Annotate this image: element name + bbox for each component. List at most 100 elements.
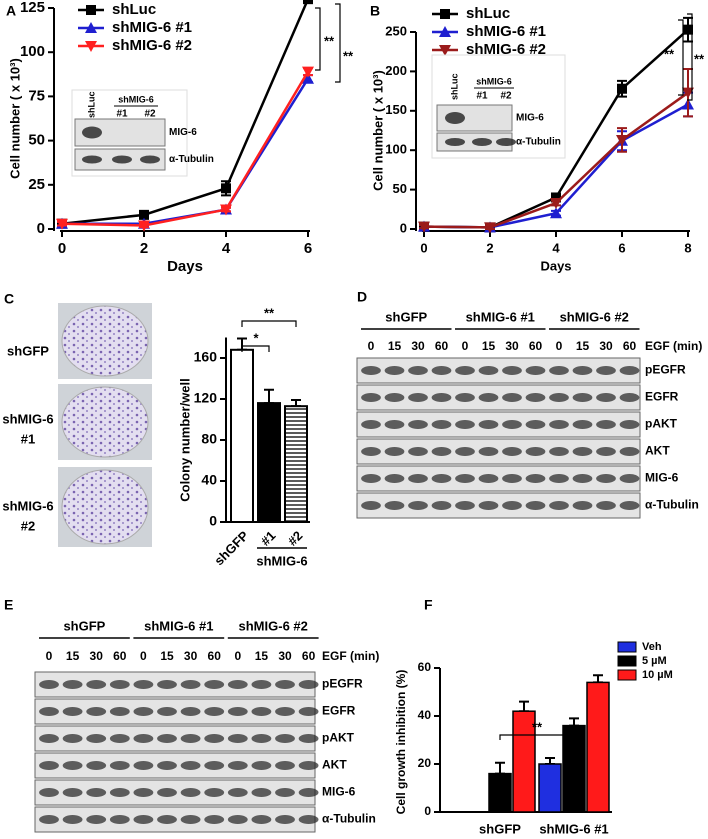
blot-band [86,734,107,743]
blot-band [619,366,640,375]
time-label: 60 [529,339,543,353]
blot-band [157,788,177,797]
x-tick-label: 0 [58,240,66,257]
blot-band [408,420,428,429]
blot-band [298,707,319,716]
group-label: shMIG-6 #1 [466,309,535,324]
marker [439,26,451,37]
blot-band [62,761,83,770]
y-tick-label: 0 [209,513,217,529]
legend-label: Veh [642,641,662,653]
blot-band [619,474,640,483]
blot-band [86,788,107,797]
y-tick-label: 50 [28,132,45,149]
time-label: 30 [411,339,425,353]
sig-bracket [241,345,270,352]
blot-row-label: MIG-6 [516,113,544,124]
blot-band [408,393,428,402]
blot-band [361,474,381,483]
blot-band [361,366,381,375]
marker [138,220,150,232]
blot-band [109,734,130,743]
significance: * [253,330,259,345]
plate [61,469,149,545]
blot-band [619,447,640,456]
blot-row-label: MIG-6 [169,127,197,138]
blot-band [157,761,177,770]
sig-bracket [335,3,341,83]
blot-band [549,393,569,402]
legend-swatch [617,655,637,667]
blot-band [298,815,319,824]
marker [85,41,97,52]
significance: ** [343,48,354,63]
significance: ** [324,33,335,48]
blot-band [180,815,201,824]
blot-band [478,420,499,429]
blot-row-label: pEGFR [322,677,363,691]
blot-band [619,420,640,429]
legend-swatch [617,669,637,681]
legend-label: shMIG-6 #1 [466,23,546,40]
blot-band [502,501,522,510]
y-axis-label: Cell number ( x 10³) [7,58,22,179]
blot-band [408,474,428,483]
blot-band [549,474,569,483]
time-label: 30 [278,649,292,663]
blot-band [133,734,154,743]
y-tick-label: 25 [28,176,45,193]
blot-band [39,707,59,716]
blot-band [478,366,499,375]
error-bar [545,757,555,765]
blot-band [82,126,102,139]
y-tick-label: 50 [393,181,407,196]
legend-label: 5 µM [642,655,667,667]
bar [512,710,536,813]
y-tick-label: 75 [28,87,45,104]
blot-band [472,138,492,146]
lane-label: #1 [116,109,128,120]
sig-bracket [315,7,321,71]
error-bar [519,700,529,713]
blot-band [384,501,405,510]
blot-band [455,447,475,456]
blot-row-label: α-Tubulin [169,154,214,165]
series-line [61,71,310,227]
y-tick-label: 40 [418,708,432,722]
blot-band [525,366,546,375]
blot-band [431,501,452,510]
x-axis-label: Days [167,258,203,275]
blot-band [478,393,499,402]
time-label: 60 [302,649,316,663]
blot-band [384,474,405,483]
blot-band [157,680,177,689]
panel-label: E [4,597,13,613]
blot-band [596,501,616,510]
x-tick-label: shGFP [211,528,251,568]
blot-band [227,734,248,743]
lane-group-label: shMIG-6 [476,76,512,86]
marker [418,221,430,233]
blot-band [180,788,201,797]
error-bar [593,674,603,684]
blot-band [525,501,546,510]
x-tick-label: 8 [684,240,691,255]
blot-band [298,788,319,797]
x-tick-label: 4 [552,240,560,255]
bar [284,405,308,523]
treatment-label: EGF (min) [645,339,702,353]
time-label: 15 [388,339,402,353]
time-label: 60 [435,339,449,353]
time-label: 0 [140,649,147,663]
blot-band [478,501,499,510]
marker [139,209,149,220]
blot-band [525,393,546,402]
blot-band [86,707,107,716]
blot-row-label: AKT [322,758,347,772]
treatment-label: EGF (min) [322,649,379,663]
blot-band [502,474,522,483]
blot-band [157,815,177,824]
blot-band [62,680,83,689]
legend-swatch [617,641,637,653]
